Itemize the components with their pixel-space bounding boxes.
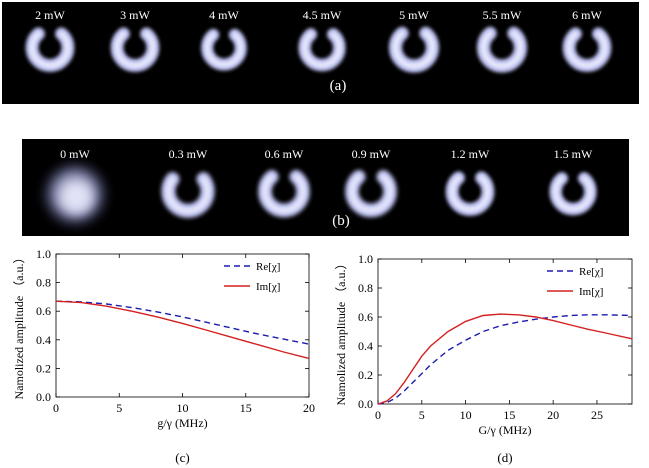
legend-label: Re[χ]	[579, 266, 603, 278]
chart-c: 0.0 0.2 0.4 0.6 0.8 1.0 0 5 10 15 20 g/γ (MHz) Namol…	[12, 247, 315, 465]
panel-a-beam-spot	[291, 20, 353, 87]
plot-frame	[55, 253, 310, 398]
panel-a-panel-tag: (a)	[329, 78, 347, 94]
panel-a-power-label: 3 mW	[120, 8, 150, 22]
series-re-line	[55, 300, 310, 345]
panel-b-power-label: 0 mW	[60, 147, 90, 161]
panel-b-beam-spot	[250, 161, 318, 234]
panel-b-panel-tag: (b)	[332, 213, 350, 229]
panel-a-beam-spot	[555, 19, 619, 88]
legend-label: Im[χ]	[579, 286, 603, 298]
panel-b-power-label: 1.5 mW	[553, 147, 593, 161]
series-re-line	[377, 314, 633, 405]
panel-b-power-label: 0.9 mW	[351, 147, 391, 161]
legend-label: Re[χ]	[256, 261, 280, 273]
panel-caption: (c)	[175, 450, 189, 465]
panel-a-power-label: 5 mW	[399, 8, 429, 22]
y-tick-label: 0.8	[358, 281, 373, 295]
panel-b-power-label: 0.6 mW	[264, 147, 304, 161]
series-im-line	[55, 300, 310, 360]
x-tick-label: 0	[375, 408, 381, 422]
legend-label: Im[χ]	[256, 281, 280, 293]
panel-a-beam-spot	[194, 21, 254, 86]
panel-a-beam-spot	[381, 18, 447, 89]
panel-a-power-label: 6 mW	[572, 8, 602, 22]
panel-b-beam-spot	[438, 163, 502, 232]
x-tick-label: 25	[591, 408, 603, 422]
panel-a-power-label: 4 mW	[209, 8, 239, 22]
x-tick-label: 20	[547, 408, 559, 422]
panel-a-power-label: 5.5 mW	[482, 8, 522, 22]
x-axis-label: G/γ (MHz)	[479, 423, 532, 437]
y-tick-label: 0.2	[36, 361, 51, 375]
y-tick-label: 1.0	[358, 252, 373, 266]
panel-b-beam-spot	[153, 160, 223, 235]
y-axis-label: Namolized amplitude （a.u.）	[334, 258, 348, 406]
panel-b-power-label: 0.3 mW	[168, 147, 208, 161]
y-tick-label: 0.8	[36, 276, 51, 290]
x-tick-label: 5	[116, 401, 122, 415]
x-tick-label: 10	[460, 408, 472, 422]
y-tick-label: 0.0	[358, 397, 373, 411]
x-axis-label: g/γ (MHz)	[157, 416, 207, 430]
series-im-line	[377, 313, 633, 405]
y-tick-label: 0.2	[358, 368, 373, 382]
plot-frame	[377, 258, 633, 405]
y-tick-label: 0.4	[358, 339, 373, 353]
x-tick-label: 0	[53, 401, 59, 415]
x-tick-label: 5	[419, 408, 425, 422]
panel-caption: (d)	[497, 450, 512, 465]
panel-b-beam-spot	[337, 161, 405, 234]
x-tick-label: 15	[503, 408, 515, 422]
panel-a-beam-spot	[18, 19, 82, 88]
panel-b-beam-spot	[542, 164, 604, 231]
panel-a-power-label: 2 mW	[35, 8, 65, 22]
y-tick-label: 0.4	[36, 333, 51, 347]
chart-d: 0.0 0.2 0.4 0.6 0.8 1.0 0 5 10 15 20 25 G/γ (MHz) Nam…	[334, 252, 633, 465]
image-strip-a: 2 mW 3 mW 4 mW 4.5 mW 5 mW 5.5 mW 6 mW (a)	[2, 2, 639, 104]
panel-b-beam-spot	[33, 153, 117, 237]
panel-a-beam-spot	[469, 18, 535, 89]
y-tick-label: 0.6	[36, 304, 51, 318]
panel-a-beam-spot	[103, 19, 167, 88]
y-tick-label: 1.0	[36, 247, 51, 261]
y-axis-label: Namolized amplitude （a.u.）	[12, 252, 26, 400]
panel-a-power-label: 4.5 mW	[302, 8, 342, 22]
x-tick-label: 10	[177, 401, 189, 415]
y-tick-label: 0.0	[36, 390, 51, 404]
panel-b-power-label: 1.2 mW	[450, 147, 490, 161]
image-strip-b: 0 mW 0.3 mW 0.6 mW 0.9 mW 1.2 mW 1.5 mW (b)	[22, 139, 629, 236]
x-tick-label: 20	[303, 401, 315, 415]
y-tick-label: 0.6	[358, 310, 373, 324]
x-tick-label: 15	[240, 401, 252, 415]
